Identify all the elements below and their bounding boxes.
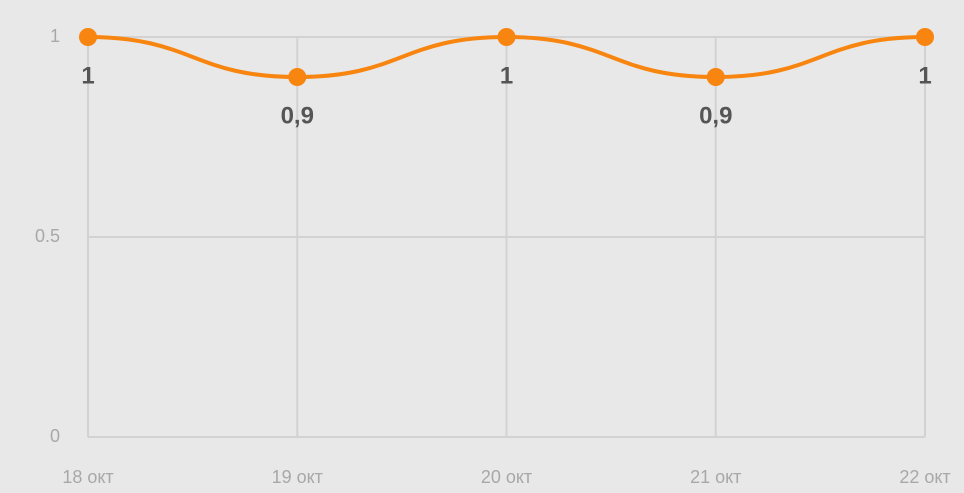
data-label: 1 [918,62,931,89]
y-tick-label: 0.5 [35,226,60,246]
data-label: 1 [500,62,513,89]
x-tick-label: 21 окт [690,467,741,487]
y-tick-label: 1 [50,26,60,46]
x-tick-label: 19 окт [272,467,323,487]
point [497,28,516,46]
x-tick-label: 18 окт [62,467,113,487]
point [79,28,97,46]
x-tick-label: 22 окт [899,467,950,487]
x-tick-label: 20 окт [481,467,532,487]
y-tick-label: 0 [50,426,60,446]
point [288,68,307,86]
data-label: 0,9 [281,102,314,129]
point [916,28,934,46]
data-label: 1 [81,62,94,89]
point [706,68,725,86]
data-label: 0,9 [699,102,732,129]
